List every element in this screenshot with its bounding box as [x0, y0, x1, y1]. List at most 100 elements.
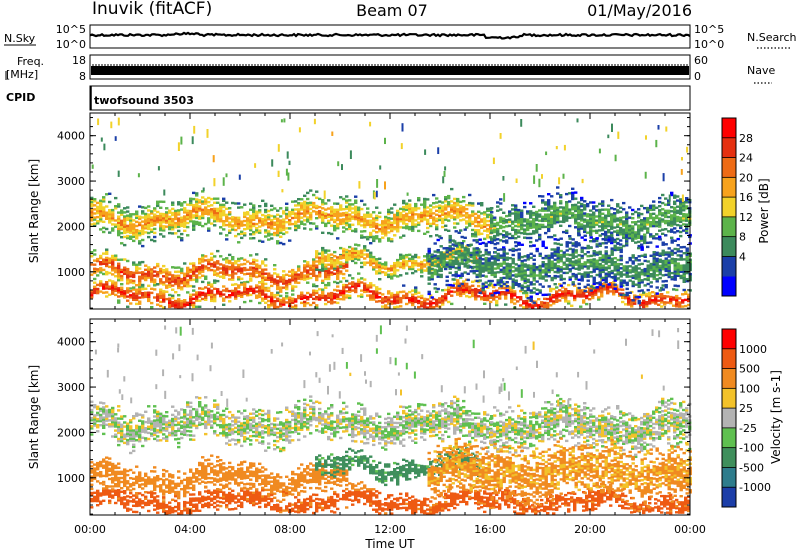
heatmap-cell [129, 217, 133, 220]
heatmap-cell [646, 229, 650, 232]
heatmap-cell [559, 202, 563, 205]
nave-label: Nave [747, 64, 775, 77]
heatmap-cell [171, 294, 175, 297]
heatmap-cell [105, 295, 109, 298]
heatmap-cell [567, 294, 571, 297]
heatmap-cell [456, 197, 460, 201]
heatmap-cell [225, 217, 229, 221]
heatmap-cell [481, 264, 485, 267]
heatmap-cell [312, 264, 316, 267]
heatmap-cell [144, 221, 148, 224]
heatmap-cell [652, 208, 656, 211]
heatmap-cell [138, 277, 142, 281]
heatmap-cell [451, 247, 455, 250]
heatmap-cell [252, 266, 256, 270]
heatmap-cell [414, 296, 418, 299]
heatmap-cell [135, 228, 139, 232]
heatmap-cell [270, 220, 274, 224]
heatmap-cell [399, 255, 403, 259]
heatmap-cell [234, 287, 238, 290]
heatmap-cell [532, 230, 536, 233]
heatmap-cell [306, 220, 310, 223]
heatmap-cell [261, 276, 265, 279]
heatmap-cell [463, 246, 467, 250]
heatmap-cell [249, 279, 253, 282]
heatmap-cell [604, 224, 608, 228]
heatmap-cell [511, 282, 515, 285]
heatmap-cell [258, 266, 262, 270]
heatmap-cell [336, 277, 340, 281]
heatmap-cell [231, 224, 235, 227]
heatmap-cell [138, 205, 142, 208]
heatmap-cell [99, 218, 103, 221]
heatmap-cell [231, 256, 235, 259]
heatmap-cell [577, 264, 581, 267]
heatmap-cell [405, 218, 409, 222]
heatmap-cell [120, 227, 124, 231]
heatmap-cell [303, 200, 307, 204]
heatmap-cell [559, 206, 563, 209]
heatmap-cell [246, 227, 250, 230]
heatmap-cell [270, 304, 274, 307]
heatmap-cell [646, 217, 650, 220]
heatmap-cell [273, 293, 277, 297]
heatmap-cell [336, 208, 340, 211]
heatmap-cell [336, 297, 340, 300]
heatmap-cell [189, 220, 193, 223]
heatmap-cell [336, 216, 340, 220]
heatmap-cell [108, 259, 112, 262]
heatmap-cell [628, 226, 632, 230]
heatmap-cell [658, 221, 662, 224]
heatmap-cell [249, 216, 253, 220]
heatmap-cell [676, 219, 680, 223]
heatmap-cell [252, 218, 256, 221]
heatmap-cell [426, 298, 430, 301]
heatmap-cell [667, 215, 671, 219]
heatmap-cell [490, 269, 494, 272]
heatmap-cell [567, 302, 571, 305]
heatmap-cell [153, 266, 157, 269]
heatmap-cell [324, 275, 328, 279]
heatmap-cell [318, 268, 322, 272]
nave-tick-top: 60 [694, 54, 708, 67]
heatmap-cell [426, 302, 430, 305]
heatmap-cell [300, 220, 304, 223]
heatmap-cell [156, 271, 160, 274]
heatmap-cell [168, 303, 172, 307]
heatmap-cell [153, 227, 157, 231]
heatmap-cell [574, 207, 578, 211]
heatmap-cell [517, 248, 521, 251]
heatmap-cell [354, 209, 358, 213]
heatmap-cell [541, 277, 545, 280]
heatmap-cell [213, 295, 217, 299]
heatmap-cell [580, 248, 584, 251]
heatmap-cell [552, 294, 556, 297]
heatmap-cell [402, 290, 406, 293]
station-title: Inuvik (fitACF) [92, 0, 212, 19]
heatmap-cell [511, 270, 515, 273]
heatmap-cell [357, 294, 361, 298]
heatmap-cell [481, 266, 485, 269]
heatmap-cell [550, 266, 554, 269]
heatmap-cell [637, 236, 641, 239]
heatmap-cell [682, 213, 686, 216]
heatmap-cell [327, 219, 331, 223]
heatmap-cell [204, 255, 208, 258]
heatmap-cell [502, 225, 506, 229]
heatmap-cell [225, 259, 229, 262]
heatmap-cell [213, 211, 217, 215]
heatmap-cell [276, 285, 280, 289]
heatmap-cell [321, 265, 325, 268]
heatmap-cell [637, 232, 641, 235]
heatmap-cell [436, 238, 440, 242]
heatmap-cell [279, 215, 283, 218]
heatmap-cell [640, 221, 644, 224]
heatmap-cell [216, 290, 220, 293]
heatmap-cell [493, 267, 497, 270]
heatmap-cell [580, 198, 584, 202]
heatmap-cell [468, 222, 472, 225]
heatmap-cell [339, 253, 343, 257]
heatmap-cell [684, 298, 688, 302]
heatmap-cell [606, 289, 610, 293]
heatmap-cell [306, 295, 310, 299]
